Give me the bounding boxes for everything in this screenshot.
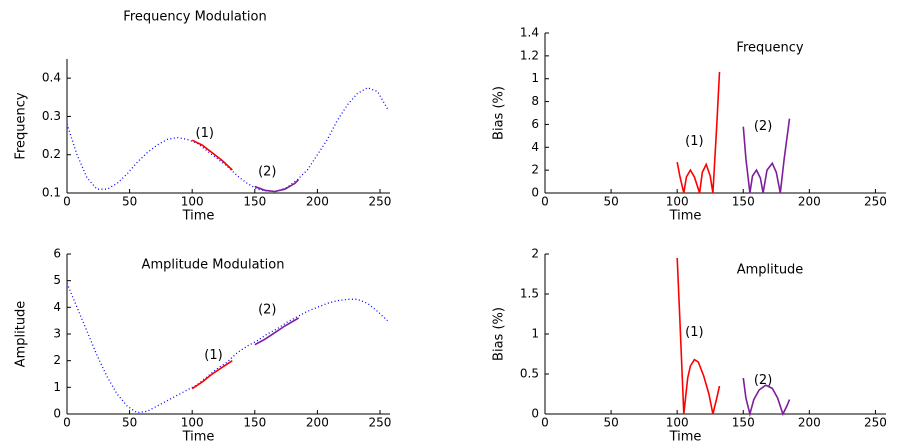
x-axis-label: Time: [182, 209, 215, 224]
panel: 0 50 100 150 200 250 0 2 4 6 8 1 1.2 1.4 Frequency Time…: [492, 26, 887, 224]
x-tick-label: 100: [181, 416, 204, 430]
x-tick-label: 100: [666, 416, 689, 430]
data-line: [191, 360, 233, 390]
chart-title: Frequency Modulation: [123, 10, 266, 25]
panel: 0 50 100 150 200 250 0 1 2 3 4 5 6 Amplitude Modulati…: [14, 247, 392, 445]
x-tick-label: 50: [603, 416, 618, 430]
x-tick-label: 100: [181, 195, 204, 209]
y-axis-label: Frequency: [14, 92, 29, 159]
panel: 0 50 100 150 200 250 0 0.5 1 1.5 2 Amplitude Time Bia…: [492, 247, 887, 445]
x-tick-label: 50: [122, 195, 137, 209]
x-tick-label: 0: [63, 416, 71, 430]
y-tick-label: 0: [531, 186, 539, 200]
x-tick-label: 200: [306, 416, 329, 430]
annotation: (1): [204, 348, 222, 363]
annotation: (2): [754, 373, 772, 388]
y-tick-label: 0.1: [42, 186, 61, 200]
y-tick-label: 2: [53, 353, 61, 367]
y-tick-label: 1: [531, 327, 539, 341]
y-tick-label: 4: [53, 300, 61, 314]
x-tick-label: 150: [243, 416, 266, 430]
annotation: (2): [754, 119, 772, 134]
data-line: [676, 257, 721, 415]
data-line: [66, 86, 389, 192]
data-line: [254, 179, 300, 193]
x-tick-label: 150: [243, 195, 266, 209]
data-line: [191, 139, 233, 171]
chart-title: Amplitude Modulation: [142, 258, 285, 273]
chart-title: Amplitude: [737, 263, 804, 278]
y-tick-label: 6: [53, 247, 61, 261]
data-line: [676, 71, 721, 194]
y-tick-label: 8: [531, 94, 539, 108]
annotation: (1): [685, 325, 703, 340]
panel: 0 50 100 150 200 250 0.1 0.2 0.3 0.4 Frequency Mod…: [14, 10, 392, 224]
y-axis-label: Amplitude: [14, 301, 29, 368]
y-tick-label: 2: [531, 247, 539, 261]
y-tick-label: 0.4: [42, 71, 61, 85]
x-axis-label: Time: [669, 209, 702, 224]
x-tick-label: 250: [369, 195, 392, 209]
x-tick-label: 250: [369, 416, 392, 430]
x-tick-label: 200: [798, 195, 821, 209]
x-tick-label: 50: [122, 416, 137, 430]
x-tick-label: 0: [541, 195, 549, 209]
y-tick-label: 0.2: [42, 147, 61, 161]
y-tick-label: 0.3: [42, 109, 61, 123]
data-line: [742, 118, 791, 194]
y-tick-label: 1.2: [520, 48, 539, 62]
y-tick-label: 0: [53, 407, 61, 421]
data-line: [254, 317, 300, 346]
x-tick-label: 200: [306, 195, 329, 209]
y-tick-label: 1.4: [520, 26, 539, 40]
chart-title: Frequency: [736, 41, 803, 56]
x-tick-label: 200: [798, 416, 821, 430]
x-tick-label: 250: [864, 195, 887, 209]
x-tick-label: 100: [666, 195, 689, 209]
x-tick-label: 0: [541, 416, 549, 430]
data-line: [66, 283, 388, 414]
y-tick-label: 2: [531, 163, 539, 177]
annotation: (1): [685, 134, 703, 149]
annotation: (2): [258, 164, 276, 179]
y-tick-label: 0.5: [520, 367, 539, 381]
y-tick-label: 6: [531, 117, 539, 131]
y-tick-label: 4: [531, 140, 539, 154]
x-tick-label: 50: [603, 195, 618, 209]
y-tick-label: 1: [531, 71, 539, 85]
x-tick-label: 150: [732, 416, 755, 430]
y-axis-label: Bias (%): [492, 307, 507, 361]
x-tick-label: 150: [732, 195, 755, 209]
annotation: (2): [258, 303, 276, 318]
y-tick-label: 3: [53, 327, 61, 341]
y-tick-label: 1.5: [520, 287, 539, 301]
annotation: (1): [196, 126, 214, 141]
y-tick-label: 0: [531, 407, 539, 421]
x-tick-label: 250: [864, 416, 887, 430]
y-axis-label: Bias (%): [492, 86, 507, 140]
x-axis-label: Time: [182, 430, 215, 445]
y-tick-label: 1: [53, 380, 61, 394]
y-tick-label: 5: [53, 273, 61, 287]
data-line: [742, 377, 791, 418]
x-tick-label: 0: [63, 195, 71, 209]
x-axis-label: Time: [669, 430, 702, 445]
